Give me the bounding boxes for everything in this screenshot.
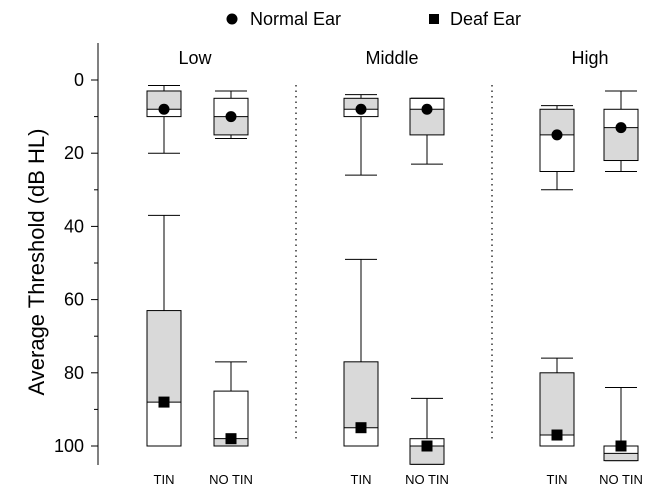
box-deaf-ear-middle-tin [343, 258, 379, 447]
box-outline-normal-ear-high-tin [539, 108, 575, 172]
condition-label-high-tin: TIN [547, 472, 568, 487]
box-normal-ear-low-no-tin [213, 90, 249, 140]
box-deaf-ear-low-tin [146, 214, 182, 447]
panel-label-middle: Middle [365, 48, 418, 68]
mean-marker-deaf-ear-middle-no-tin [421, 440, 433, 452]
box-shade-deaf-ear-low-tin [147, 310, 181, 403]
condition-label-high-no-tin: NO TIN [599, 472, 643, 487]
legend-marker-deaf-ear [429, 14, 439, 24]
box-outline-normal-ear-high-no-tin [603, 108, 639, 162]
box-normal-ear-low-tin [146, 84, 182, 154]
box-outline-deaf-ear-low-no-tin [213, 390, 249, 447]
box-shade-deaf-ear-middle-no-tin [410, 446, 444, 465]
box-plots [146, 84, 639, 465]
y-tick-label-60: 60 [64, 290, 84, 310]
box-outline-deaf-ear-high-tin [539, 372, 575, 447]
y-tick-label-40: 40 [64, 216, 84, 236]
y-tick-label-0: 0 [74, 70, 84, 90]
box-deaf-ear-high-no-tin [603, 386, 639, 462]
mean-marker-normal-ear-low-no-tin [225, 111, 237, 123]
box-normal-ear-high-no-tin [603, 90, 639, 172]
mean-marker-deaf-ear-middle-tin [355, 422, 367, 434]
legend-label-deaf-ear: Deaf Ear [450, 9, 521, 29]
box-normal-ear-middle-no-tin [409, 97, 445, 165]
box-shade-deaf-ear-high-no-tin [604, 453, 638, 461]
mean-marker-normal-ear-high-no-tin [615, 122, 627, 134]
box-normal-ear-high-tin [539, 105, 575, 191]
legend-marker-normal-ear [226, 13, 238, 25]
box-shade-normal-ear-low-no-tin [214, 116, 248, 135]
mean-marker-normal-ear-high-tin [551, 129, 563, 141]
box-outline-deaf-ear-middle-tin [343, 361, 379, 447]
box-outline-deaf-ear-low-tin [146, 310, 182, 447]
y-axis-ticks: 0 20 40 60 80 100 [54, 70, 98, 456]
box-deaf-ear-middle-no-tin [409, 397, 445, 465]
condition-label-middle-no-tin: NO TIN [405, 472, 449, 487]
panel-label-high: High [571, 48, 608, 68]
condition-label-low-tin: TIN [154, 472, 175, 487]
legend: Normal Ear Deaf Ear [226, 9, 521, 29]
mean-marker-deaf-ear-high-tin [551, 429, 563, 441]
box-shade-normal-ear-low-tin [147, 90, 181, 110]
box-outline-normal-ear-low-tin [146, 90, 182, 118]
box-deaf-ear-high-tin [539, 357, 575, 447]
condition-label-middle-tin: TIN [351, 472, 372, 487]
box-normal-ear-middle-tin [343, 94, 379, 176]
box-shade-deaf-ear-middle-tin [344, 361, 378, 428]
box-outline-normal-ear-middle-tin [343, 97, 379, 118]
y-tick-label-20: 20 [64, 143, 84, 163]
panel-label-low: Low [178, 48, 212, 68]
mean-marker-deaf-ear-high-no-tin [615, 440, 627, 452]
mean-marker-normal-ear-low-tin [158, 103, 170, 115]
condition-label-low-no-tin: NO TIN [209, 472, 253, 487]
box-deaf-ear-low-no-tin [213, 361, 249, 447]
y-tick-label-80: 80 [64, 363, 84, 383]
box-shade-deaf-ear-high-tin [540, 372, 574, 436]
y-tick-label-100: 100 [54, 436, 84, 456]
box-outline-normal-ear-middle-no-tin [409, 97, 445, 136]
y-axis-label: Average Threshold (dB HL) [24, 129, 49, 396]
box-outline-deaf-ear-middle-no-tin [409, 438, 445, 465]
legend-label-normal-ear: Normal Ear [250, 9, 341, 29]
mean-marker-deaf-ear-low-tin [158, 396, 170, 408]
mean-marker-deaf-ear-low-no-tin [225, 433, 237, 445]
mean-marker-normal-ear-middle-tin [355, 103, 367, 115]
mean-marker-normal-ear-middle-no-tin [421, 103, 433, 115]
